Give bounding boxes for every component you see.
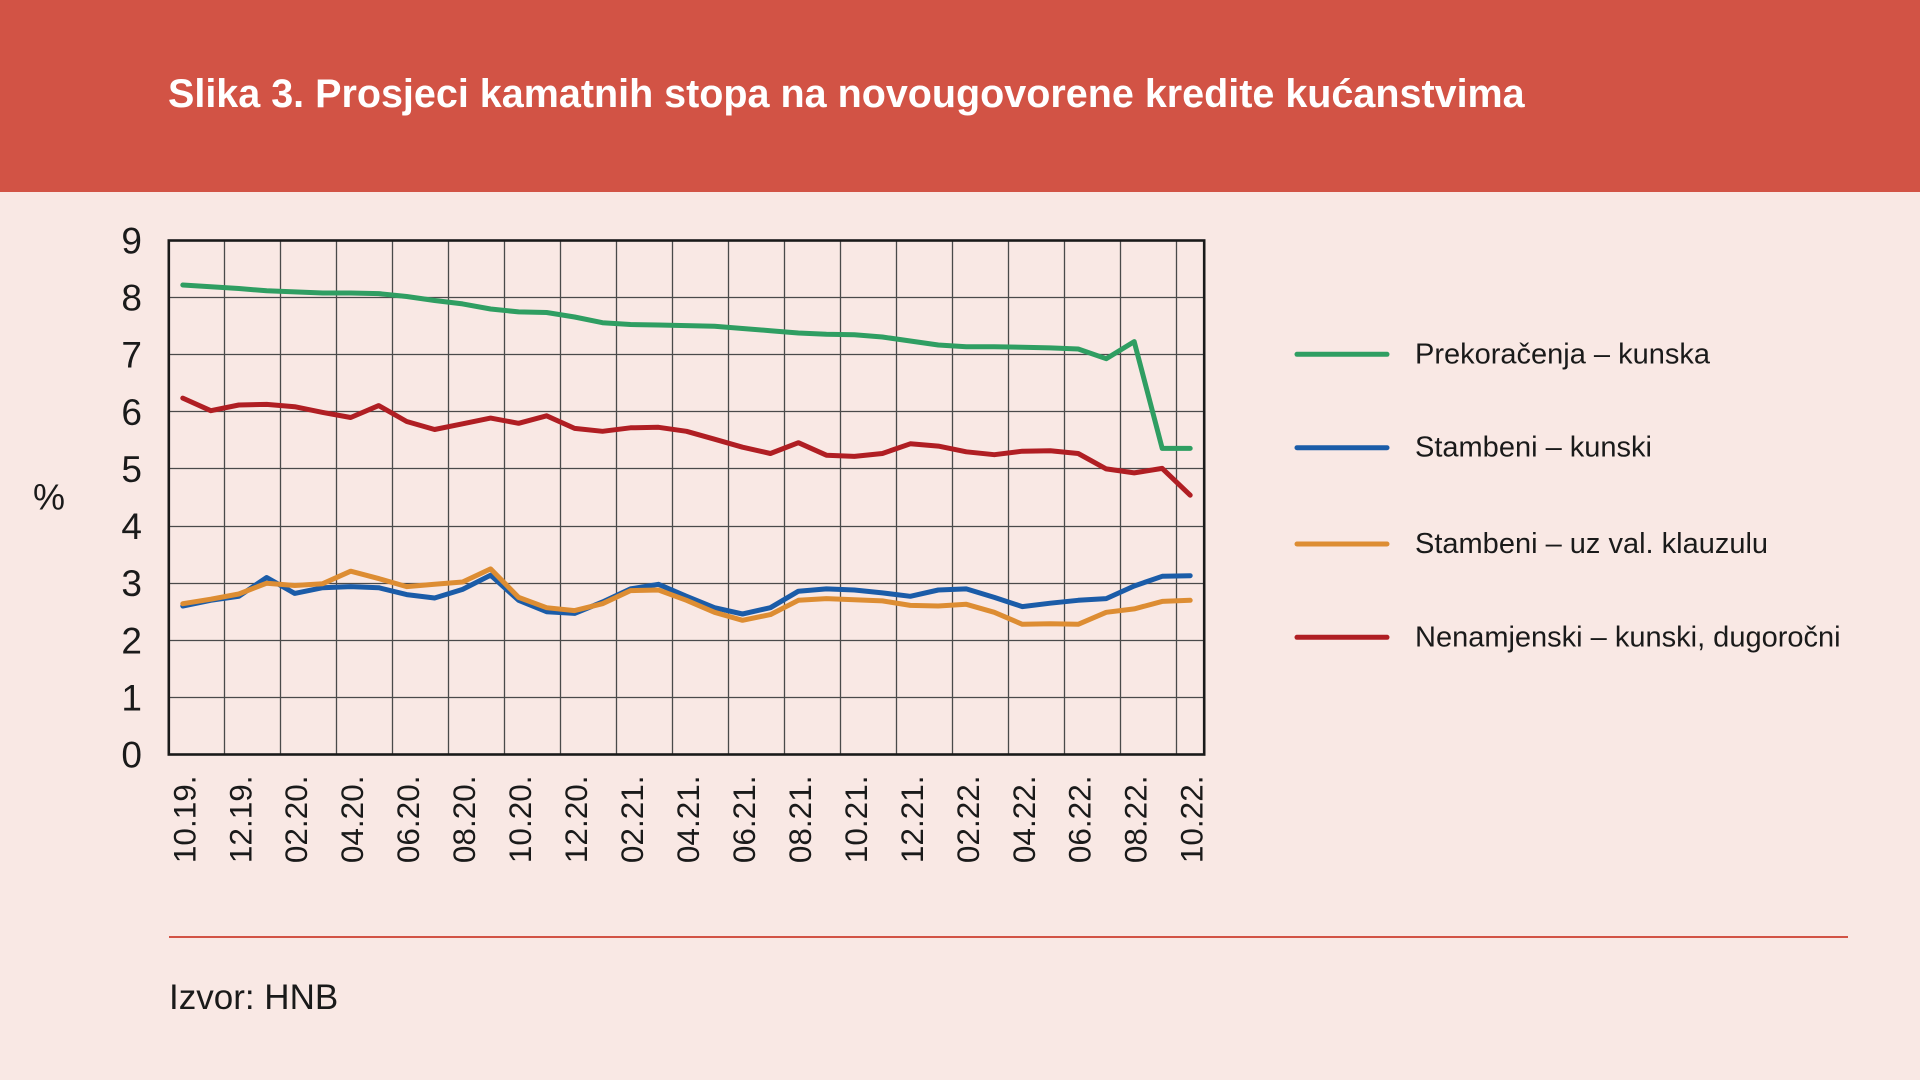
svg-text:%: % [33, 477, 65, 518]
svg-text:2: 2 [121, 620, 142, 661]
svg-text:Nenamjenski – kunski, dugoročn: Nenamjenski – kunski, dugoročni [1415, 621, 1841, 653]
svg-text:10.19.: 10.19. [166, 776, 202, 864]
svg-text:1: 1 [121, 677, 142, 718]
svg-text:02.22.: 02.22. [950, 776, 986, 864]
svg-text:10.22.: 10.22. [1174, 776, 1210, 864]
svg-text:12.19.: 12.19. [222, 776, 258, 864]
svg-text:04.20.: 04.20. [334, 776, 370, 864]
svg-text:0: 0 [121, 735, 142, 776]
svg-text:4: 4 [121, 506, 142, 547]
svg-text:04.21.: 04.21. [670, 776, 706, 864]
svg-text:08.20.: 08.20. [446, 776, 482, 864]
svg-text:10.21.: 10.21. [838, 776, 874, 864]
svg-text:06.20.: 06.20. [390, 776, 426, 864]
svg-text:06.21.: 06.21. [726, 776, 762, 864]
svg-text:10.20.: 10.20. [502, 776, 538, 864]
svg-text:3: 3 [121, 563, 142, 604]
svg-text:08.22.: 08.22. [1118, 776, 1154, 864]
svg-text:8: 8 [121, 278, 142, 319]
svg-text:06.22.: 06.22. [1062, 776, 1098, 864]
svg-text:Prekoračenja – kunska: Prekoračenja – kunska [1415, 338, 1711, 370]
svg-text:12.21.: 12.21. [894, 776, 930, 864]
svg-text:08.21.: 08.21. [782, 776, 818, 864]
svg-text:04.22.: 04.22. [1006, 776, 1042, 864]
svg-text:02.20.: 02.20. [278, 776, 314, 864]
svg-text:5: 5 [121, 449, 142, 490]
svg-text:12.20.: 12.20. [558, 776, 594, 864]
svg-text:Stambeni – uz val. klauzulu: Stambeni – uz val. klauzulu [1415, 528, 1768, 560]
svg-text:9: 9 [121, 221, 142, 262]
svg-text:6: 6 [121, 392, 142, 433]
svg-text:02.21.: 02.21. [614, 776, 650, 864]
svg-text:7: 7 [121, 335, 142, 376]
svg-text:Stambeni – kunski: Stambeni – kunski [1415, 432, 1652, 464]
